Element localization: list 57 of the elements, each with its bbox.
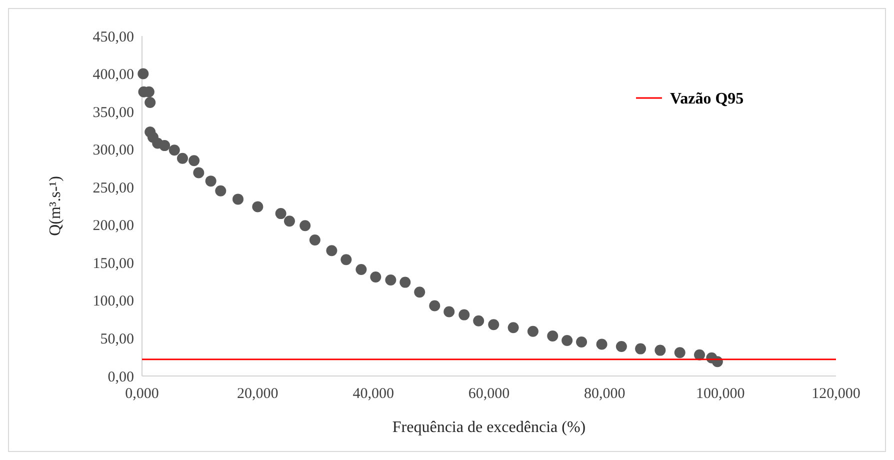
point bbox=[168, 144, 180, 156]
point bbox=[205, 176, 216, 187]
point bbox=[300, 220, 311, 232]
y-tick-label: 400,00 bbox=[92, 67, 134, 84]
point bbox=[488, 319, 500, 330]
y-tick-label: 450,00 bbox=[92, 29, 134, 46]
x-tick-label: 60,000 bbox=[468, 386, 510, 402]
point bbox=[674, 347, 686, 358]
y-tick-label: 50,00 bbox=[100, 331, 134, 348]
x-tick-label: 80,000 bbox=[584, 386, 626, 402]
point bbox=[193, 167, 204, 178]
point bbox=[444, 306, 455, 318]
point bbox=[400, 276, 411, 288]
point bbox=[159, 140, 170, 152]
x-tick-label: 20,000 bbox=[237, 386, 278, 402]
y-tick-label: 200,00 bbox=[92, 218, 134, 234]
y-tick-label: 300,00 bbox=[92, 142, 134, 159]
point bbox=[596, 338, 608, 350]
point bbox=[458, 309, 470, 320]
point bbox=[429, 300, 440, 312]
x-tick-label: 40,000 bbox=[352, 386, 394, 402]
point bbox=[176, 152, 188, 164]
y-axis-title: Q(m³.s-¹) bbox=[47, 176, 64, 236]
y-tick-label: 0,00 bbox=[108, 369, 134, 386]
point bbox=[547, 330, 558, 342]
point bbox=[356, 264, 367, 275]
point bbox=[654, 344, 666, 356]
point bbox=[508, 322, 519, 334]
x-tick-label: 120,000 bbox=[812, 386, 860, 402]
point bbox=[252, 201, 264, 212]
point bbox=[188, 155, 200, 166]
point bbox=[144, 97, 156, 108]
x-tick-label: 100,000 bbox=[696, 386, 745, 402]
legend-label: Vazão Q95 bbox=[670, 90, 744, 108]
x-tick-label: 0,000 bbox=[125, 386, 159, 402]
point bbox=[275, 208, 286, 220]
point bbox=[215, 185, 226, 196]
point bbox=[562, 335, 573, 346]
point bbox=[370, 272, 382, 283]
point bbox=[414, 286, 426, 298]
y-tick-label: 350,00 bbox=[92, 104, 134, 121]
point bbox=[138, 68, 149, 80]
point bbox=[616, 341, 627, 352]
point bbox=[635, 343, 646, 354]
x-axis-title: Frequência de excedência (%) bbox=[392, 419, 586, 436]
y-tick-label: 100,00 bbox=[92, 294, 134, 310]
point bbox=[232, 194, 244, 205]
y-tick-label: 250,00 bbox=[92, 180, 134, 196]
point bbox=[340, 254, 352, 266]
point bbox=[309, 234, 320, 246]
point bbox=[284, 216, 295, 227]
point bbox=[473, 315, 484, 326]
point bbox=[527, 326, 538, 337]
point bbox=[576, 336, 588, 348]
point bbox=[326, 245, 338, 256]
point bbox=[385, 274, 396, 286]
y-tick-label: 150,00 bbox=[92, 256, 134, 272]
